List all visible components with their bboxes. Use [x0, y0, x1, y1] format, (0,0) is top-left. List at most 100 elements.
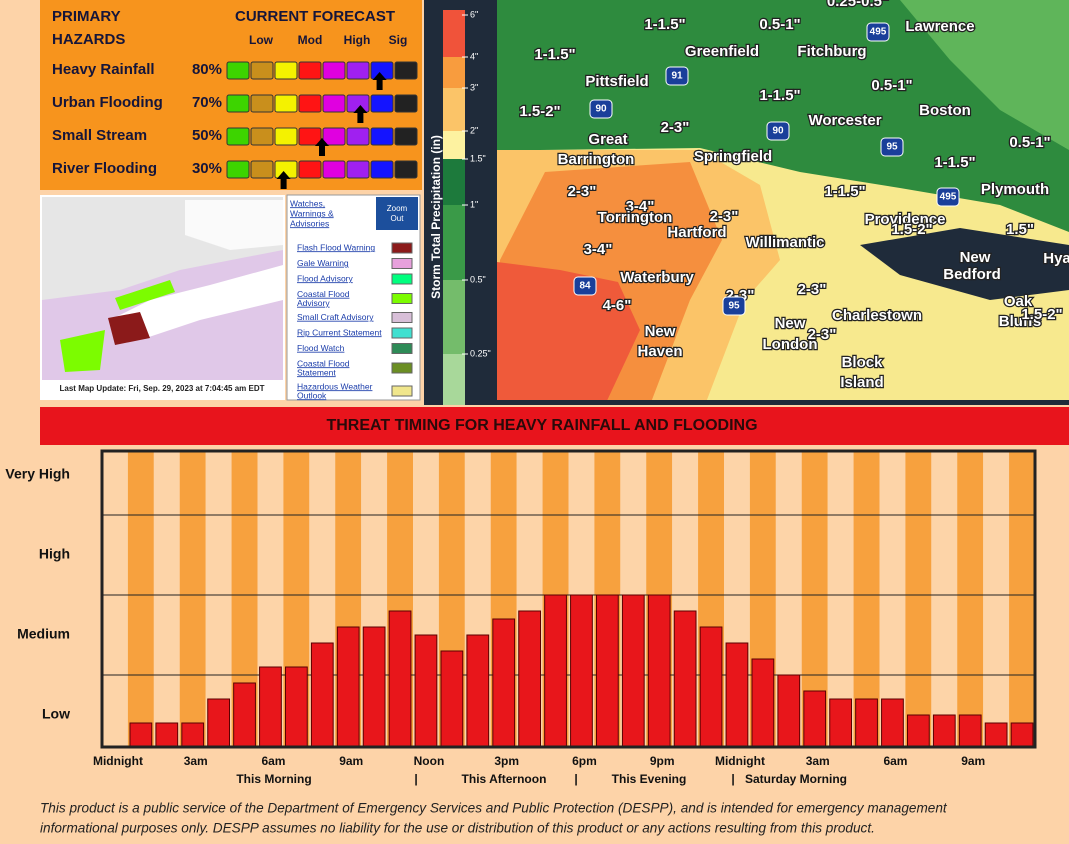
x-tick-label: 3am: [806, 754, 830, 768]
map-label: 1.5-2": [891, 221, 932, 238]
precip-tick-label: 6": [470, 9, 478, 19]
footer-text: This product is a public service of the …: [40, 801, 948, 816]
legend-item: Gale Warning: [297, 258, 349, 268]
map-label: London: [763, 336, 818, 353]
bar: [310, 642, 334, 748]
bar: [362, 626, 386, 748]
legend-item: Outlook: [297, 390, 327, 400]
map-label: Block: [842, 354, 884, 371]
bar: [233, 682, 256, 748]
legend-swatch: [391, 343, 413, 354]
bar: [777, 674, 801, 748]
level-box: [226, 127, 250, 146]
period-label: |: [731, 772, 734, 786]
highway-label: 95: [886, 142, 898, 153]
bar: [440, 650, 464, 748]
highway-label: 90: [595, 104, 607, 115]
level-box: [274, 61, 298, 80]
plot-frame: [100, 449, 1037, 749]
map-label: 0.5-1": [871, 77, 912, 94]
period-label: This Morning: [236, 772, 311, 786]
map-label: Lawrence: [905, 18, 974, 35]
bar: [570, 594, 593, 748]
period-label: Saturday Morning: [745, 772, 847, 786]
legend-item: Coastal Flood: [297, 289, 350, 299]
map-label: 1.5-2": [519, 103, 560, 120]
precip-band: [443, 354, 465, 405]
bar: [958, 714, 982, 748]
precip-band: [443, 88, 465, 131]
map-label: Fitchburg: [797, 43, 866, 60]
map-label: 2-3": [710, 208, 739, 225]
map-label: Charlestown: [832, 307, 922, 324]
bar: [466, 634, 490, 748]
legend-title: Warnings &: [290, 208, 334, 218]
hazard-arrow: [315, 138, 329, 156]
x-tick-label: 9am: [961, 754, 985, 768]
map-label: Greenfield: [685, 43, 759, 60]
bar: [388, 610, 412, 748]
level-box: [298, 61, 322, 80]
map-label: Bluffs: [999, 313, 1042, 330]
bar: [984, 722, 1008, 748]
level-box: [298, 160, 322, 179]
precip-tick-label: 1.5": [470, 153, 486, 163]
hazard-percent: 30%: [192, 160, 222, 177]
map-label: Haven: [637, 343, 682, 360]
bar: [699, 626, 723, 748]
zoom-label: Zoom: [387, 204, 408, 213]
bar: [725, 642, 749, 748]
highway-shield: [766, 121, 790, 141]
legend-item: Rip Current Statement: [297, 327, 382, 337]
hazard-percent: 70%: [192, 94, 222, 111]
y-tick-label: Low: [42, 706, 70, 722]
map-label: Island: [840, 374, 883, 391]
stripe: [853, 451, 880, 747]
period-label: This Evening: [612, 772, 687, 786]
precip-tick-label: 2": [470, 125, 478, 135]
map-label: 2-3": [808, 326, 837, 343]
precip-band: [443, 159, 465, 205]
precip-band: [443, 10, 465, 57]
stripe: [127, 451, 154, 747]
bar: [751, 658, 775, 748]
highway-label: 84: [579, 281, 591, 292]
stripe: [205, 451, 232, 747]
level-box: [250, 160, 274, 179]
highway-label: 495: [940, 192, 957, 203]
level-box: [274, 94, 298, 113]
legend-swatch: [391, 362, 413, 374]
level-label: Sig: [389, 33, 408, 47]
legend-item: Hazardous Weather: [297, 381, 373, 391]
level-box: [250, 61, 274, 80]
zoom-label: Out: [391, 214, 405, 223]
y-tick-label: High: [39, 546, 70, 562]
bar: [518, 610, 542, 748]
map-label: 1-1.5": [824, 183, 865, 200]
small-map: [42, 197, 283, 380]
legend-item: Flood Advisory: [297, 273, 353, 283]
map-label: New: [775, 315, 806, 332]
map-label: 1-1.5": [534, 46, 575, 63]
advisory-area: [115, 280, 175, 310]
stripe: [827, 451, 854, 747]
highway-label: 95: [728, 301, 740, 312]
map-label: 0.5-1": [759, 16, 800, 33]
legend-swatch: [391, 385, 413, 397]
footer-text: informational purposes only. DESPP assum…: [40, 821, 875, 836]
highway-label: 90: [772, 126, 784, 137]
hazard-heading: PRIMARY: [52, 8, 121, 25]
precip-band: [443, 205, 465, 280]
map-label: 1-1.5": [759, 87, 800, 104]
bar: [906, 714, 930, 748]
map-label: 1-1.5": [644, 16, 685, 33]
hazard-name: Heavy Rainfall: [52, 61, 155, 78]
map-label: 4-6": [603, 297, 632, 314]
level-label: Low: [249, 33, 274, 47]
bar: [647, 594, 671, 748]
region: [185, 200, 283, 250]
warning-area: [108, 312, 150, 345]
map-label: Great: [588, 131, 627, 148]
level-box: [394, 94, 418, 113]
zoom-button[interactable]: [376, 197, 418, 230]
